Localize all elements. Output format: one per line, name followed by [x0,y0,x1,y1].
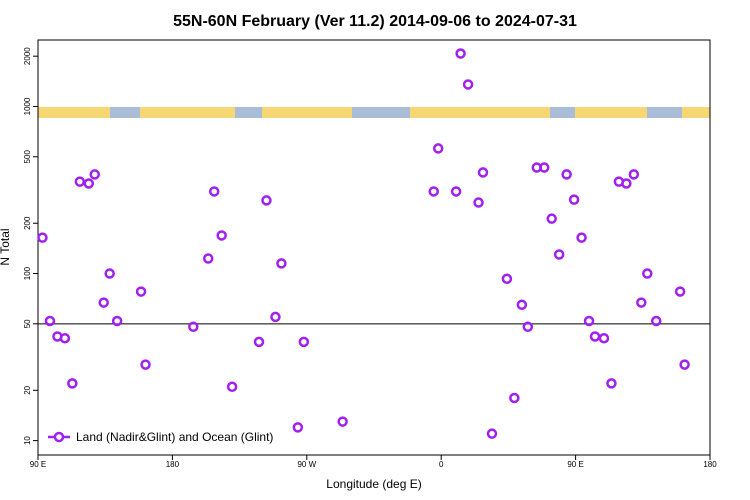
point [462,79,474,90]
point [561,169,572,180]
y-tick-label: 20 [23,385,32,394]
point [628,169,640,180]
point [516,299,528,311]
point [74,176,86,187]
point [486,428,498,439]
point [598,332,610,344]
point [270,311,281,323]
x-tick-label: 90 E [30,460,46,469]
x-tick-label: 180 [166,460,180,469]
point [89,169,100,180]
point [216,230,227,241]
point [501,273,513,285]
x-tick-label: 90 E [567,460,583,469]
point [298,336,310,348]
point [636,297,647,308]
x-tick-label: 90 W [297,460,316,469]
legend-marker [53,431,65,443]
y-tick-label: 500 [23,150,32,164]
point [538,162,550,173]
point [450,186,462,197]
point [679,359,690,370]
y-tick-label: 1000 [23,97,32,115]
land-strip [38,107,110,118]
x-tick-label: 0 [439,460,444,469]
point [59,332,71,344]
point [674,286,686,297]
y-tick-label: 50 [23,319,32,328]
point [583,315,595,327]
point [473,197,484,208]
y-axis-label: N Total [0,228,12,265]
point [83,178,95,189]
point [509,392,520,404]
chart-title: 55N-60N February (Ver 11.2) 2014-09-06 t… [173,13,577,30]
point [477,167,489,178]
point [226,381,238,393]
map-strip [38,107,710,118]
point [44,315,56,327]
x-axis-label: Longitude (deg E) [326,477,421,491]
point [606,378,617,389]
point [553,249,565,260]
point [188,321,199,333]
x-tick-label: 180 [703,460,717,469]
point [135,286,147,297]
point [253,336,265,348]
point [568,194,580,205]
point [37,232,48,243]
point [546,213,557,224]
land-strip [575,107,647,118]
point [642,268,653,279]
point [428,186,439,197]
point [455,48,466,59]
point [111,315,123,327]
land-strip [140,107,235,118]
y-tick-label: 2000 [23,47,32,65]
point [208,186,220,197]
y-tick-label: 100 [23,266,32,280]
point [276,258,287,269]
point [589,331,601,342]
legend-label: Land (Nadir&Glint) and Ocean (Glint) [76,430,273,444]
point [104,268,115,279]
point [98,297,109,308]
land-strip [410,107,550,118]
point [337,416,348,427]
point [140,359,151,370]
point [522,321,534,333]
point [67,378,78,389]
point [432,143,444,154]
y-tick-label: 10 [23,436,32,445]
ocean-strip [38,107,710,118]
land-strip [262,107,352,118]
plot-frame [37,39,711,456]
point [650,315,662,327]
point [621,178,632,189]
y-tick-label: 200 [23,216,32,230]
land-strip [682,107,710,118]
point [261,195,272,206]
point [292,422,304,433]
point [576,232,587,243]
point [202,253,214,264]
